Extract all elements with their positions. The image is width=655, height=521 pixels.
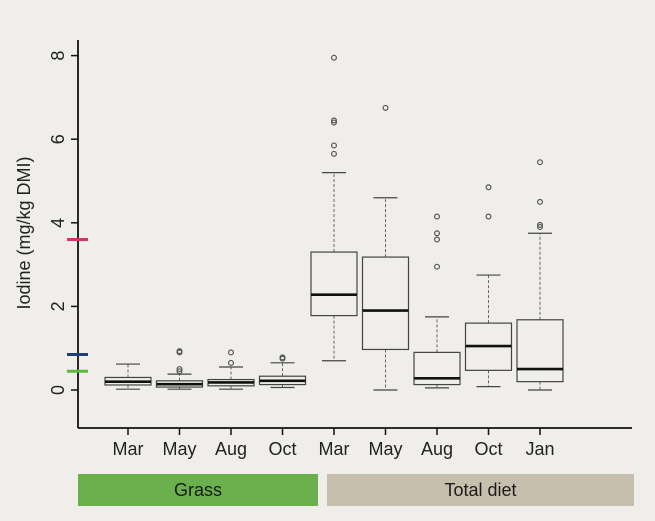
box-iqr	[413, 351, 461, 386]
outlier-point	[536, 159, 543, 166]
outlier-point	[228, 359, 235, 366]
x-tick-label: May	[162, 439, 196, 459]
outlier-point	[331, 142, 338, 149]
outlier-point	[536, 198, 543, 205]
outlier-point	[331, 150, 338, 157]
x-tick-label: May	[368, 439, 402, 459]
x-tick-label: Oct	[268, 439, 296, 459]
y-tick-label: 4	[48, 218, 68, 228]
outlier-point	[176, 368, 183, 375]
y-tick-label: 0	[48, 385, 68, 395]
group-band-total-diet: Total diet	[327, 474, 634, 506]
group-band-grass: Grass	[78, 474, 318, 506]
y-axis-label: Iodine (mg/kg DMI)	[14, 156, 34, 309]
outlier-point	[485, 213, 492, 220]
outlier-point	[382, 104, 389, 111]
outlier-point	[485, 184, 492, 191]
outlier-point	[176, 348, 183, 355]
outlier-point	[434, 263, 441, 270]
x-tick-label: Aug	[215, 439, 247, 459]
y-tick-label: 6	[48, 134, 68, 144]
outlier-point	[228, 349, 235, 356]
outlier-point	[434, 236, 441, 243]
outlier-point	[176, 366, 183, 373]
outlier-point	[331, 117, 338, 124]
outlier-point	[331, 54, 338, 61]
x-tick-label: Mar	[113, 439, 144, 459]
x-tick-label: Mar	[319, 439, 350, 459]
x-tick-label: Jan	[525, 439, 554, 459]
outlier-point	[434, 213, 441, 220]
box-iqr	[516, 319, 564, 383]
x-tick-label: Aug	[421, 439, 453, 459]
outlier-point	[279, 354, 286, 361]
y-tick-label: 2	[48, 301, 68, 311]
outlier-point	[331, 119, 338, 126]
box-iqr	[361, 256, 410, 351]
x-tick-label: Oct	[474, 439, 502, 459]
outlier-point	[434, 230, 441, 237]
box-iqr	[310, 251, 358, 317]
outlier-point	[536, 221, 543, 228]
outlier-point	[536, 223, 543, 230]
y-tick-label: 8	[48, 51, 68, 61]
